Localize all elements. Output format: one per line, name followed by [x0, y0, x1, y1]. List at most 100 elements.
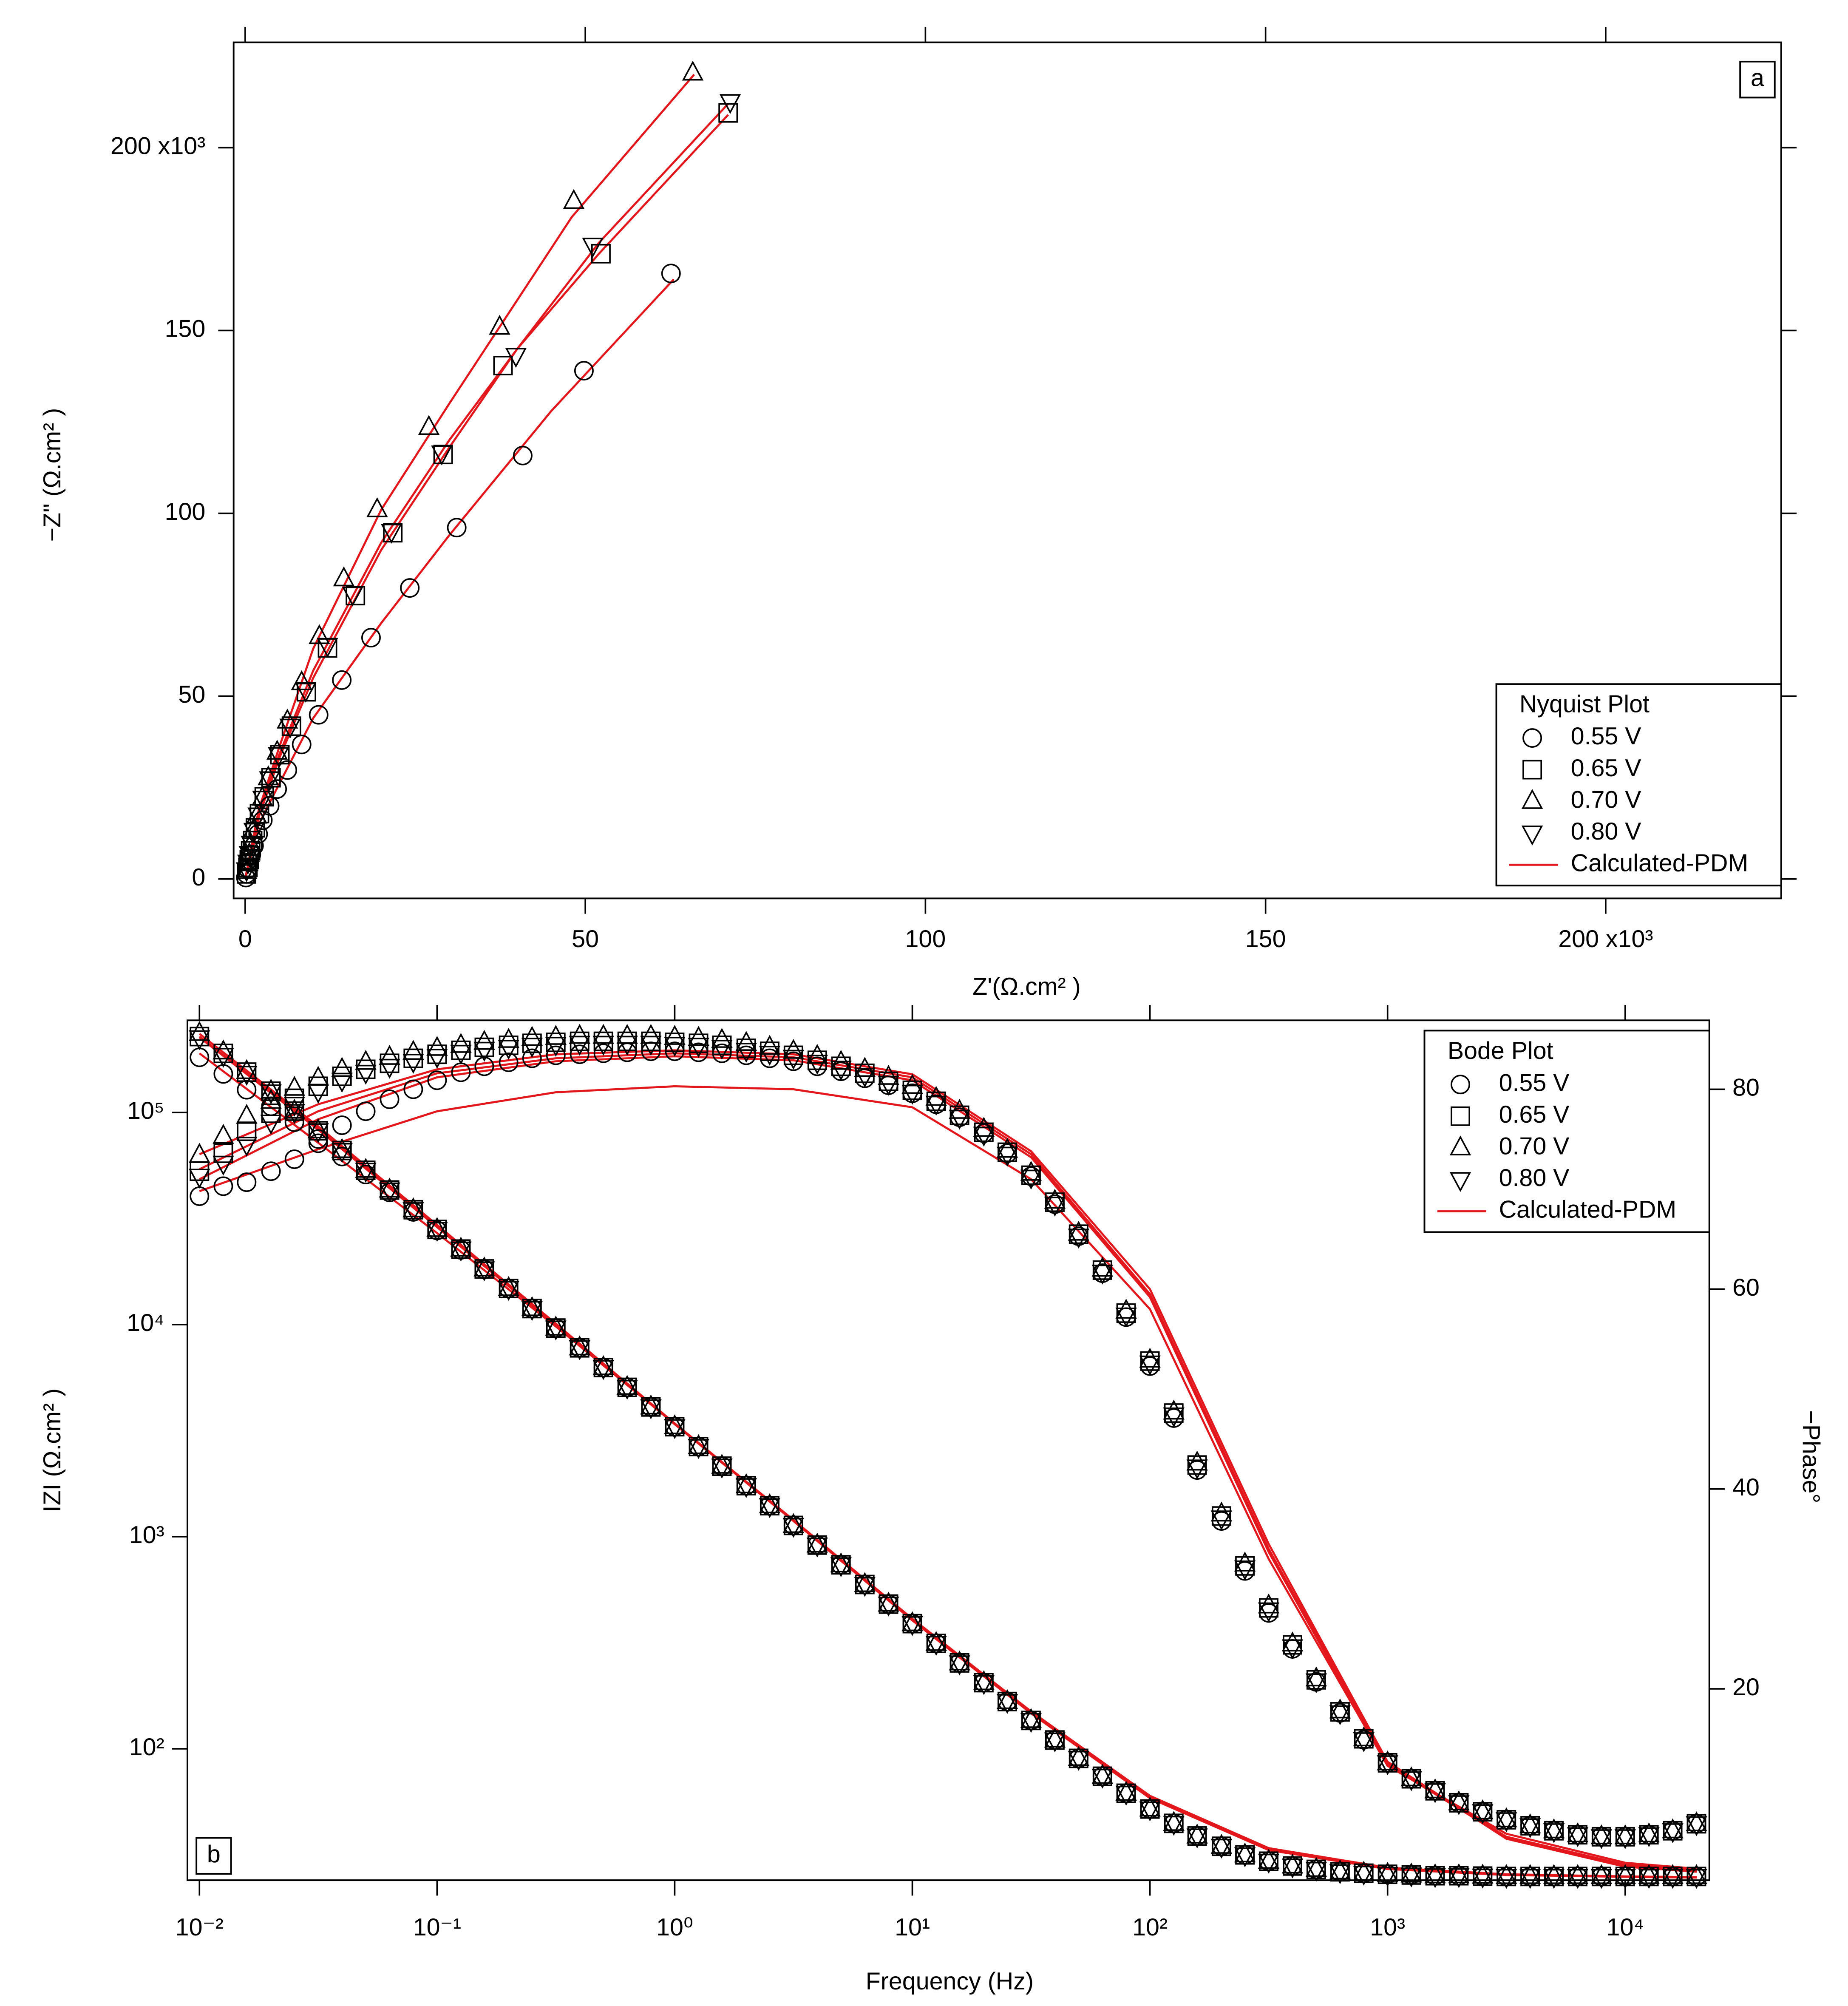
- marker-triangle-down: [1662, 1823, 1684, 1843]
- marker-triangle-down: [1258, 1602, 1280, 1623]
- marker-triangle-down: [949, 1109, 970, 1130]
- marker-triangle: [473, 1256, 495, 1277]
- marker-triangle: [949, 1098, 970, 1119]
- marker-circle: [361, 628, 381, 648]
- marker-triangle-down: [1353, 1865, 1375, 1886]
- marker-triangle-down: [342, 587, 363, 607]
- marker-triangle-down: [1258, 1853, 1280, 1874]
- marker-triangle-down: [426, 1222, 448, 1242]
- marker-square: [593, 1358, 613, 1378]
- marker-triangle: [878, 1592, 899, 1612]
- marker-square: [237, 1062, 257, 1082]
- marker-square: [1544, 1821, 1564, 1841]
- x-tick-label: 100: [905, 925, 946, 953]
- marker-square: [383, 523, 403, 543]
- marker-triangle: [1377, 1861, 1398, 1882]
- fit-line-phase: [199, 1055, 1697, 1872]
- marker-square: [1140, 1799, 1160, 1819]
- marker-square: [1520, 1816, 1540, 1836]
- marker-triangle-down: [1139, 1801, 1161, 1822]
- marker-square: [1497, 1867, 1516, 1887]
- marker-triangle: [1567, 1822, 1589, 1842]
- marker-triangle-down: [1210, 1839, 1233, 1859]
- marker-square: [427, 1220, 447, 1240]
- marker-triangle-down: [355, 1064, 377, 1085]
- marker-triangle-down: [1543, 1823, 1565, 1843]
- legend-label: 0.70 V: [1571, 786, 1641, 813]
- marker-triangle-down: [1163, 1816, 1185, 1836]
- marker-triangle-down: [521, 1038, 543, 1058]
- marker-triangle-down: [640, 1036, 662, 1056]
- marker-square: [1235, 1845, 1255, 1865]
- marker-square: [1021, 1711, 1041, 1731]
- marker-triangle: [266, 740, 288, 760]
- marker-triangle: [473, 1030, 495, 1050]
- marker-triangle: [283, 1098, 305, 1119]
- marker-triangle: [1020, 1708, 1042, 1728]
- plot-frame: [187, 1019, 1710, 1881]
- y-tick-label: 150: [165, 315, 206, 343]
- marker-triangle-down: [1400, 1867, 1422, 1888]
- marker-triangle: [711, 1453, 733, 1474]
- marker-triangle-down: [735, 1478, 757, 1498]
- marker-triangle: [1662, 1818, 1684, 1839]
- marker-triangle-down: [640, 1399, 662, 1419]
- marker-square: [926, 1091, 946, 1111]
- marker-triangle: [450, 1237, 472, 1257]
- legend-label: 0.80 V: [1571, 818, 1641, 845]
- x-tick-label: 10³: [1370, 1914, 1405, 1941]
- marker-square: [493, 356, 513, 376]
- marker-square: [783, 1045, 803, 1065]
- marker-triangle: [973, 1670, 995, 1691]
- marker-triangle-down: [1377, 1755, 1398, 1776]
- marker-circle: [267, 779, 287, 799]
- marker-triangle-down: [473, 1041, 495, 1062]
- marker-triangle-down: [1662, 1869, 1684, 1889]
- legend-label: 0.80 V: [1499, 1164, 1570, 1192]
- panel-label-box: [196, 1837, 232, 1875]
- y-tick-label: 50: [178, 681, 205, 708]
- marker-triangle-down: [688, 1439, 709, 1459]
- marker-triangle: [283, 1075, 305, 1096]
- marker-triangle-down: [213, 1047, 234, 1068]
- marker-triangle: [1543, 1818, 1565, 1839]
- marker-square: [1330, 1702, 1350, 1722]
- marker-triangle-down: [236, 1066, 258, 1086]
- marker-triangle-down: [268, 747, 289, 767]
- marker-triangle-down: [1068, 1229, 1090, 1249]
- marker-circle: [308, 1133, 328, 1153]
- marker-triangle: [901, 1074, 923, 1094]
- marker-triangle-down: [1234, 1847, 1256, 1867]
- marker-triangle-down: [616, 1379, 638, 1400]
- marker-triangle-down: [450, 1241, 472, 1262]
- marker-triangle-down: [283, 1097, 305, 1117]
- marker-square: [213, 1044, 233, 1063]
- marker-circle: [213, 1176, 233, 1196]
- marker-square: [522, 1299, 542, 1319]
- marker-circle: [661, 264, 681, 284]
- marker-square: [546, 1318, 566, 1338]
- legend-title: Bode Plot: [1448, 1037, 1553, 1064]
- marker-triangle-down: [973, 1126, 995, 1147]
- marker-triangle: [640, 1024, 662, 1044]
- marker-triangle-down: [1281, 1858, 1304, 1878]
- panel-label-box: [1739, 60, 1776, 99]
- marker-triangle: [331, 1138, 353, 1158]
- marker-triangle-down: [949, 1655, 970, 1676]
- marker-triangle: [688, 1026, 709, 1046]
- marker-triangle-down: [426, 1049, 448, 1069]
- marker-square: [1639, 1825, 1659, 1845]
- marker-triangle: [1614, 1864, 1636, 1884]
- marker-circle: [546, 1045, 566, 1065]
- marker-triangle-down: [1590, 1829, 1613, 1850]
- marker-triangle: [498, 1028, 519, 1048]
- y2-tick-label: 80: [1732, 1074, 1760, 1101]
- marker-triangle-down: [1091, 1264, 1114, 1285]
- marker-triangle-down: [901, 1084, 923, 1105]
- marker-circle: [309, 705, 329, 725]
- marker-square: [1021, 1165, 1041, 1185]
- marker-triangle: [1519, 1813, 1541, 1833]
- marker-triangle-down: [1686, 1869, 1707, 1889]
- marker-triangle-down: [1424, 1868, 1446, 1888]
